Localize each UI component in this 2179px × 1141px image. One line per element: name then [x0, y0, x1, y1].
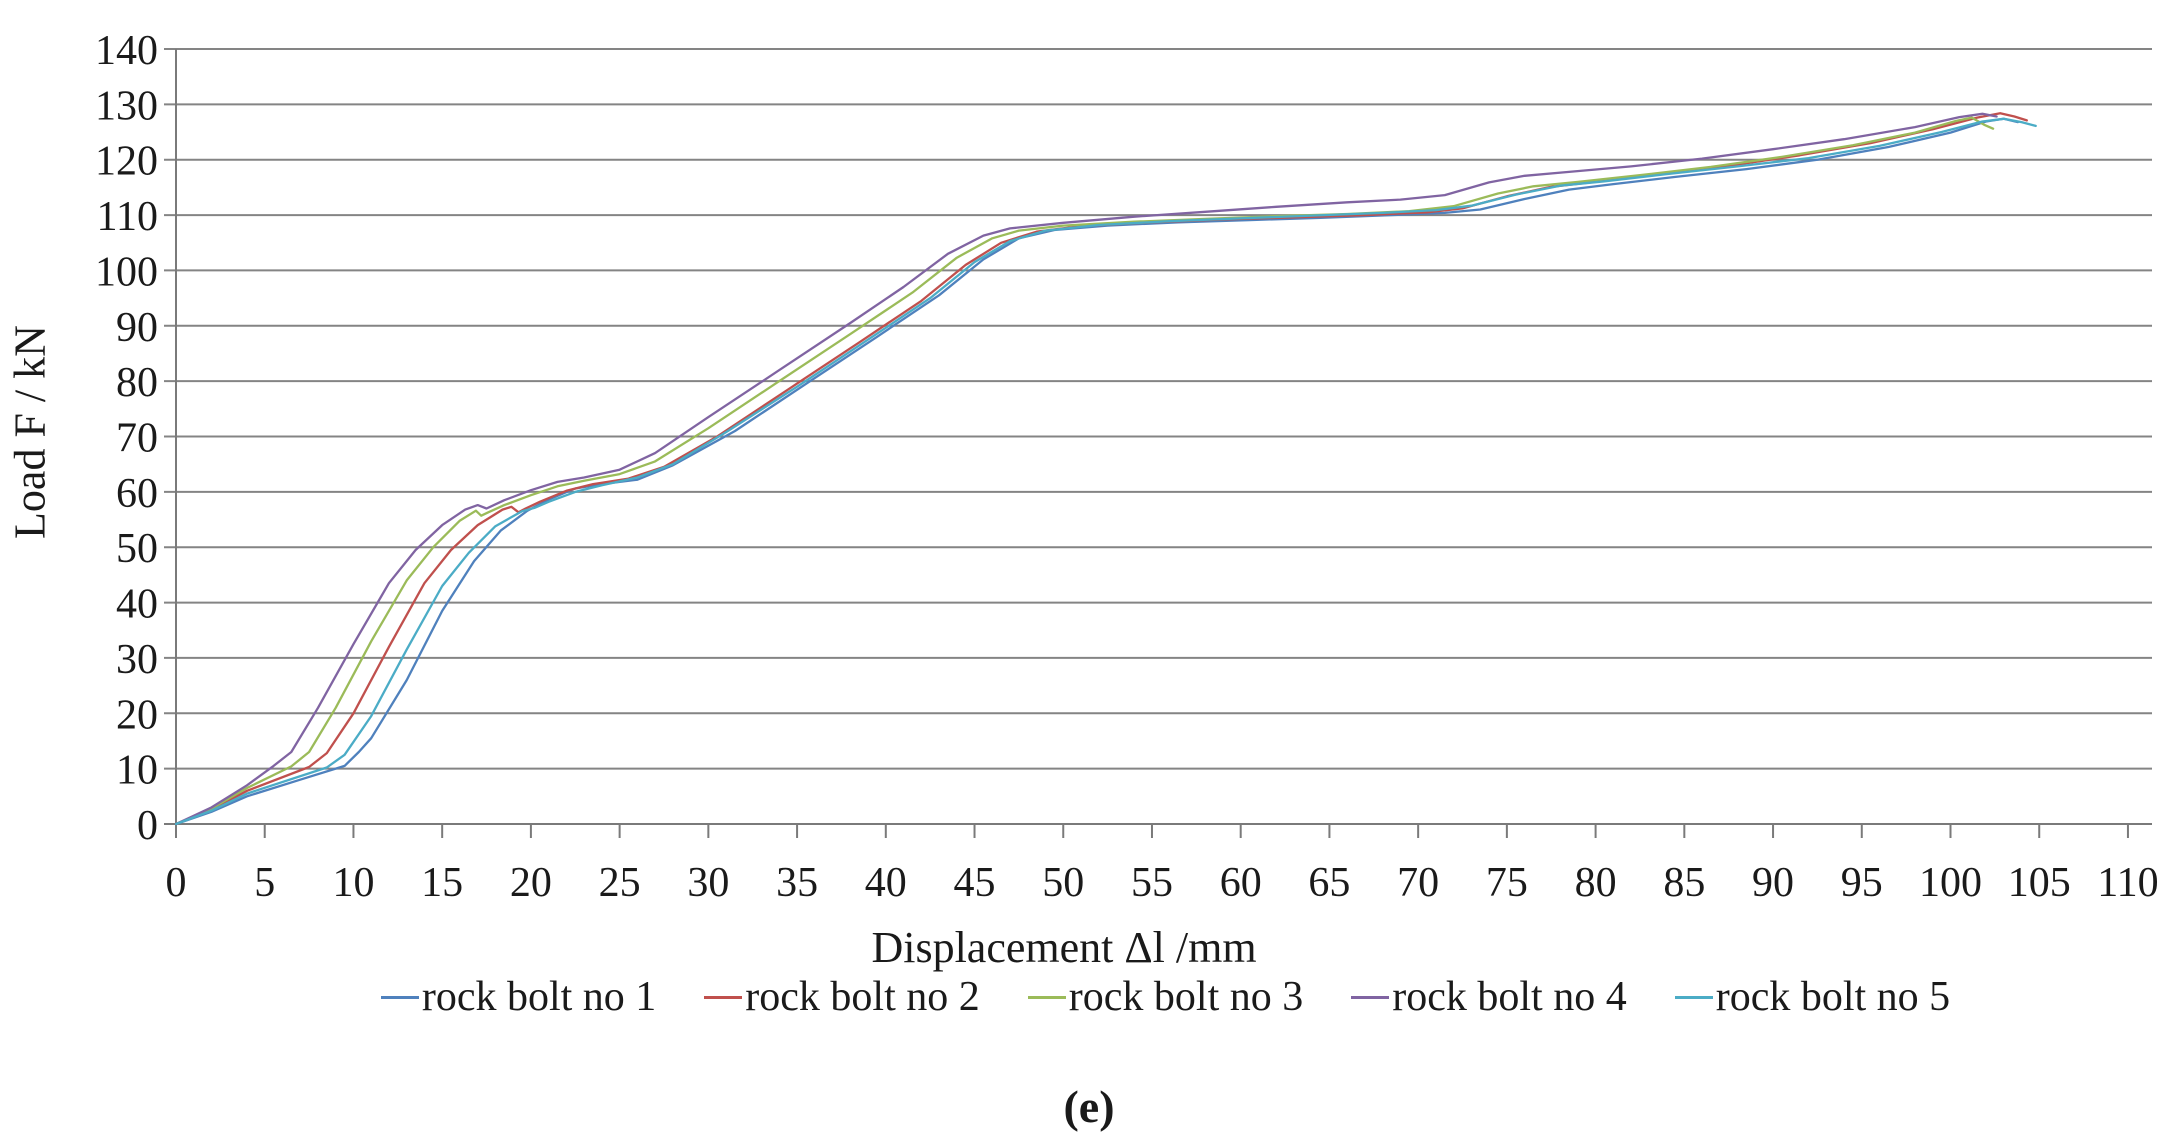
- chart-line-rock-bolt-no-1: [174, 117, 2020, 826]
- y-tick-label: 100: [95, 249, 158, 295]
- legend-entry-rock-bolt-no-3: rock bolt no 3: [1027, 973, 1304, 1021]
- x-axis-title: Displacement Δl /mm: [871, 923, 1257, 972]
- y-axis-title: Load F / kN: [5, 325, 55, 539]
- chart-line-rock-bolt-no-5: [174, 117, 2037, 826]
- x-tick-label: 50: [1042, 860, 1084, 906]
- y-tick-label: 90: [116, 305, 158, 351]
- x-tick-label: 95: [1841, 860, 1883, 906]
- x-tick-label: 55: [1131, 860, 1173, 906]
- legend-label: rock bolt no 4: [1392, 974, 1627, 1020]
- y-tick-label: 40: [116, 582, 158, 628]
- x-tick-label: 0: [166, 860, 187, 906]
- x-tick-label: 110: [2097, 860, 2158, 906]
- legend-label: rock bolt no 1: [421, 974, 657, 1020]
- y-tick-label: 60: [116, 471, 158, 517]
- x-tick-label: 60: [1220, 860, 1262, 906]
- x-tick-label: 35: [776, 860, 818, 906]
- x-tick-label: 30: [687, 860, 729, 906]
- y-tick-label: 120: [95, 139, 158, 185]
- y-tick-label: 130: [95, 83, 158, 129]
- y-tick-label: 80: [116, 360, 158, 406]
- chart-line-rock-bolt-no-4: [174, 112, 1998, 826]
- y-tick-label: 0: [137, 803, 158, 849]
- legend-entry-rock-bolt-no-5: rock bolt no 5: [1674, 973, 1951, 1021]
- chart-legend: rock bolt no 1 rock bolt no 2 rock bolt …: [176, 972, 2155, 1022]
- legend-line-swatch: [1674, 995, 1713, 999]
- y-tick-label: 140: [95, 28, 158, 74]
- y-tick-label: 110: [97, 194, 158, 240]
- y-tick-label: 20: [116, 692, 158, 738]
- legend-entry-rock-bolt-no-2: rock bolt no 2: [704, 973, 980, 1021]
- legend-entry-rock-bolt-no-4: rock bolt no 4: [1351, 973, 1627, 1021]
- x-tick-label: 85: [1663, 860, 1705, 906]
- chart-line-rock-bolt-no-3: [174, 116, 1995, 826]
- legend-label: rock bolt no 3: [1068, 974, 1304, 1020]
- x-tick-label: 100: [1919, 860, 1982, 906]
- y-tick-label: 50: [116, 526, 158, 572]
- x-tick-label: 40: [865, 860, 907, 906]
- x-tick-label: 90: [1752, 860, 1794, 906]
- x-tick-label: 65: [1308, 860, 1350, 906]
- x-tick-label: 45: [954, 860, 996, 906]
- x-tick-label: 10: [332, 860, 374, 906]
- legend-line-swatch: [704, 995, 743, 999]
- legend-entry-rock-bolt-no-1: rock bolt no 1: [380, 973, 657, 1021]
- x-tick-label: 70: [1397, 860, 1439, 906]
- y-tick-label: 10: [116, 748, 158, 794]
- x-tick-label: 15: [421, 860, 463, 906]
- x-tick-label: 20: [510, 860, 552, 906]
- legend-line-swatch: [1027, 995, 1066, 999]
- legend-label: rock bolt no 5: [1715, 974, 1951, 1020]
- y-tick-label: 30: [116, 637, 158, 683]
- x-tick-label: 5: [254, 860, 275, 906]
- figure-caption: (e): [1063, 1081, 1115, 1132]
- x-tick-label: 80: [1575, 860, 1617, 906]
- chart-line-rock-bolt-no-2: [174, 112, 2028, 826]
- x-tick-label: 25: [599, 860, 641, 906]
- legend-line-swatch: [380, 995, 419, 999]
- legend-label: rock bolt no 2: [745, 974, 980, 1020]
- x-tick-label: 75: [1486, 860, 1528, 906]
- y-tick-label: 70: [116, 416, 158, 462]
- legend-line-swatch: [1351, 995, 1390, 999]
- x-tick-label: 105: [2008, 860, 2071, 906]
